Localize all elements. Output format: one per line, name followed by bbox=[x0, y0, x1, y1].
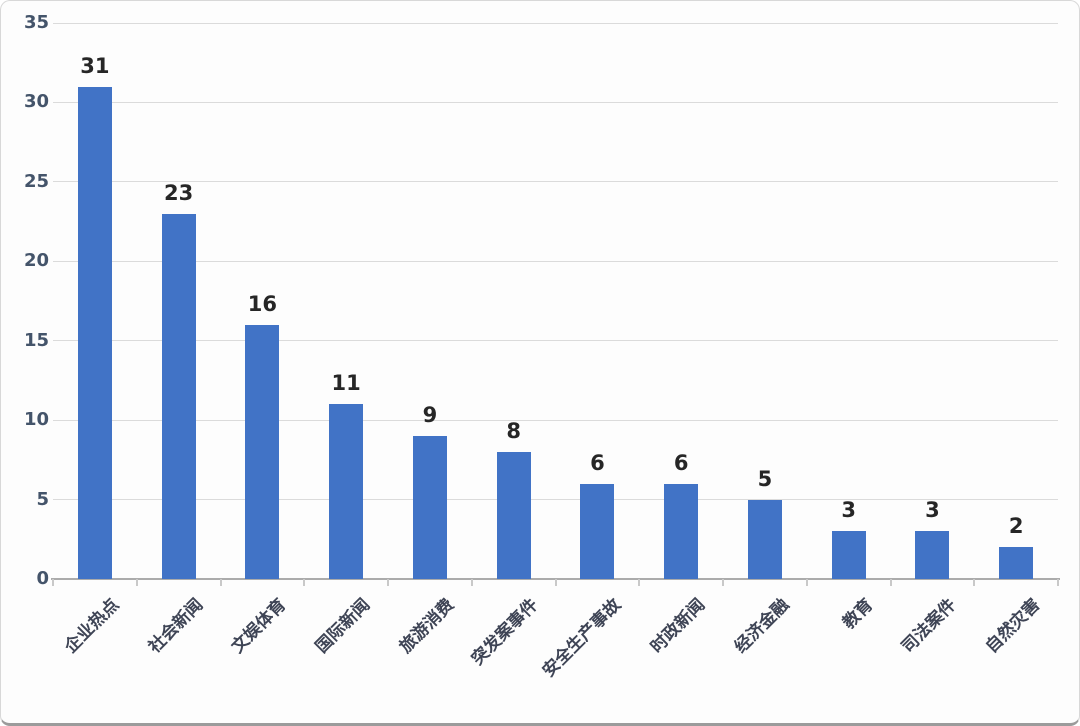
y-gridline bbox=[53, 181, 1058, 183]
category-tick bbox=[1057, 579, 1059, 586]
y-gridline bbox=[53, 101, 1058, 103]
bar bbox=[664, 483, 699, 579]
category-label: 教育 bbox=[838, 595, 877, 634]
y-tick-label: 10 bbox=[23, 409, 49, 431]
category-tick bbox=[219, 579, 222, 586]
y-tick-label: 20 bbox=[23, 250, 49, 272]
y-tick-label: 35 bbox=[23, 12, 49, 33]
bar-value-label: 23 bbox=[164, 180, 194, 205]
bar bbox=[580, 483, 615, 579]
category-label: 安全生产事故 bbox=[539, 595, 626, 682]
category-tick bbox=[889, 579, 892, 586]
category-tick bbox=[722, 579, 724, 586]
category-tick bbox=[805, 579, 808, 586]
bar bbox=[747, 499, 782, 579]
bar bbox=[915, 531, 950, 579]
y-gridline bbox=[53, 419, 1058, 421]
category-label: 文娱体育 bbox=[228, 595, 291, 658]
bar bbox=[245, 324, 280, 579]
category-label: 国际新闻 bbox=[312, 595, 375, 658]
bar-value-label: 9 bbox=[422, 403, 438, 428]
y-tick-label: 30 bbox=[23, 91, 49, 113]
category-label: 旅游消费 bbox=[395, 595, 459, 658]
bar-value-label: 3 bbox=[925, 498, 940, 523]
category-label: 经济金融 bbox=[730, 595, 794, 658]
category-label: 突发案事件 bbox=[467, 595, 542, 670]
category-label: 企业热点 bbox=[60, 595, 124, 658]
bar bbox=[161, 213, 196, 579]
y-tick-label: 25 bbox=[23, 170, 49, 192]
bar bbox=[831, 531, 866, 579]
category-label: 自然灾害 bbox=[982, 595, 1045, 658]
category-label: 社会新闻 bbox=[144, 595, 207, 658]
bar bbox=[412, 436, 447, 579]
y-gridline bbox=[53, 499, 1058, 501]
y-tick-label: 15 bbox=[23, 329, 49, 351]
bar-value-label: 31 bbox=[80, 53, 110, 78]
category-tick bbox=[554, 579, 557, 586]
category-tick bbox=[470, 579, 473, 586]
bar-value-label: 11 bbox=[331, 371, 361, 396]
category-label: 时政新闻 bbox=[647, 595, 710, 658]
bar-value-label: 2 bbox=[1008, 514, 1024, 539]
bar-value-label: 3 bbox=[841, 498, 856, 523]
bar-value-label: 8 bbox=[506, 418, 521, 443]
y-tick-label: 0 bbox=[36, 568, 49, 589]
bar bbox=[77, 86, 112, 579]
category-tick bbox=[638, 579, 641, 586]
category-tick bbox=[135, 579, 138, 586]
category-label: 司法案件 bbox=[898, 595, 961, 658]
category-tick bbox=[973, 579, 976, 586]
category-tick bbox=[52, 579, 54, 586]
category-tick bbox=[387, 579, 389, 586]
bar bbox=[329, 404, 364, 579]
bar bbox=[999, 547, 1034, 579]
y-gridline bbox=[53, 22, 1058, 24]
bar-value-label: 5 bbox=[757, 466, 773, 491]
bar-value-label: 6 bbox=[590, 450, 605, 475]
y-tick-label: 5 bbox=[36, 488, 49, 510]
bar-value-label: 16 bbox=[247, 291, 277, 316]
y-gridline bbox=[53, 340, 1058, 342]
bar-value-label: 6 bbox=[673, 450, 689, 475]
category-tick bbox=[303, 579, 306, 586]
bar bbox=[496, 451, 531, 579]
y-gridline bbox=[53, 260, 1058, 262]
